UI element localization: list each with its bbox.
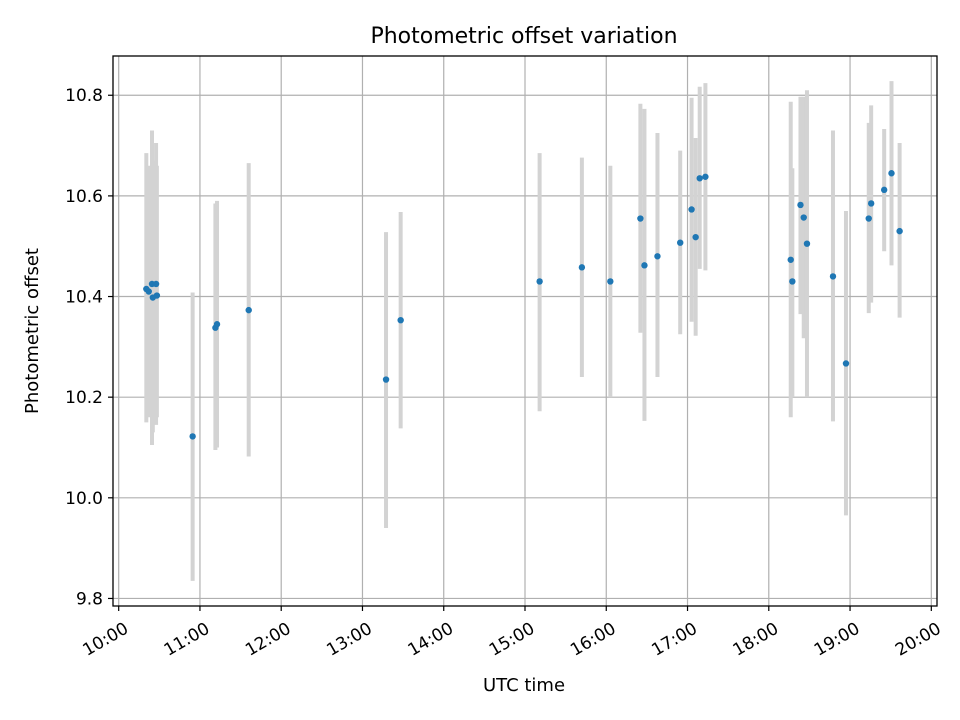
chart-title: Photometric offset variation [370, 24, 677, 49]
x-tick-label: 17:00 [648, 619, 700, 661]
data-point [880, 186, 888, 194]
data-point [397, 316, 404, 324]
data-point [789, 278, 796, 285]
x-tick-label: 18:00 [730, 619, 782, 661]
data-point [696, 175, 703, 182]
data-point [641, 262, 648, 269]
y-axis-ticks: 9.8 10.0 10.2 10.4 10.6 10.8 [65, 86, 113, 609]
data-point [245, 306, 252, 314]
data-point [702, 173, 709, 180]
data-point [800, 214, 807, 221]
data-point [578, 264, 586, 271]
data-point [145, 288, 152, 295]
data-point [842, 360, 850, 367]
data-point [803, 240, 811, 247]
y-tick-label: 10.8 [65, 86, 103, 106]
data-markers [143, 170, 903, 440]
y-axis-label: Photometric offset [22, 248, 43, 414]
data-point [867, 200, 875, 207]
data-point [607, 278, 614, 285]
grid-vertical [118, 56, 932, 606]
y-tick-label: 10.0 [65, 489, 103, 509]
data-point [787, 256, 794, 263]
data-point [865, 215, 872, 222]
data-point [152, 280, 160, 288]
x-tick-label: 14:00 [405, 619, 457, 661]
data-point [692, 233, 699, 241]
x-tick-label: 20:00 [892, 619, 944, 661]
y-tick-label: 10.2 [65, 388, 103, 408]
x-tick-label: 15:00 [486, 619, 538, 661]
x-tick-label: 13:00 [323, 619, 375, 661]
error-bars [144, 81, 902, 581]
plot-area [112, 55, 938, 607]
data-point [536, 278, 543, 285]
data-point [829, 273, 837, 280]
data-point [888, 170, 895, 177]
x-tick-label: 10:00 [80, 619, 132, 661]
y-tick-label: 10.6 [65, 187, 103, 207]
y-tick-label: 10.4 [65, 288, 103, 308]
x-tick-label: 16:00 [567, 619, 619, 661]
data-point [153, 292, 161, 299]
data-point [637, 215, 644, 222]
data-point [654, 253, 661, 260]
data-point [896, 227, 903, 235]
data-point [382, 376, 390, 383]
y-tick-label: 9.8 [76, 589, 103, 609]
data-point [677, 239, 684, 246]
data-point [688, 206, 695, 213]
x-tick-label: 12:00 [242, 619, 294, 661]
data-point [213, 321, 221, 328]
x-axis-label: UTC time [483, 675, 565, 696]
x-tick-label: 19:00 [811, 619, 863, 661]
data-point [797, 201, 804, 209]
x-tick-label: 11:00 [161, 619, 213, 661]
data-point [189, 433, 196, 440]
x-axis-ticks: 10:00 11:00 12:00 13:00 14:00 15:00 16:00 17:00… [80, 606, 945, 661]
